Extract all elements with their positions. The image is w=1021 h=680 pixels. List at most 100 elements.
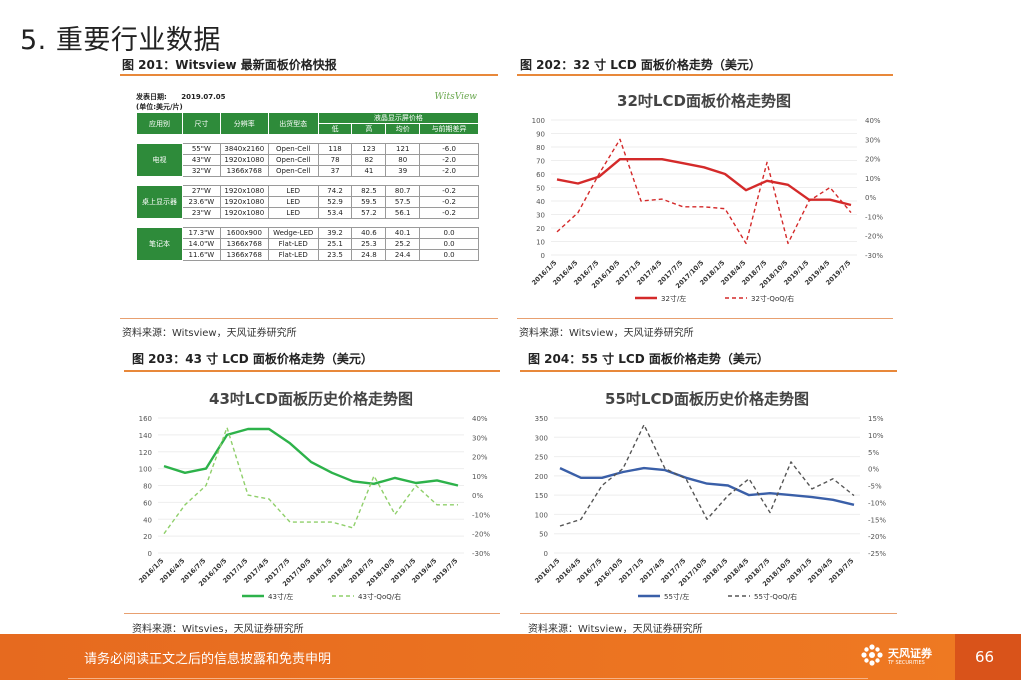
column-header: 高 — [351, 123, 387, 135]
page-number-box — [955, 634, 1021, 680]
chart-title: 55吋LCD面板历史价格走势图 — [605, 390, 809, 408]
divider — [68, 678, 868, 679]
y-tick-right: 10% — [868, 432, 884, 440]
legend-label: 43寸/左 — [268, 592, 293, 601]
table-cell: Open-Cell — [267, 154, 319, 166]
table-cell: 1600x900 — [219, 227, 269, 239]
table-cell: 55"W — [181, 143, 221, 155]
table-row: 笔记本 17.3"W 1600x900 Wedge-LED 39.2 40.6 40.1 0.… — [136, 227, 479, 261]
table-cell: 14.0"W — [181, 238, 221, 250]
brand-logo: 天风证券 TF SECURITIES — [860, 643, 950, 671]
table-cell: -0.2 — [419, 207, 479, 219]
table-cell: Flat-LED — [267, 238, 319, 250]
y-tick-left: 90 — [536, 131, 545, 139]
table-spacer — [136, 218, 479, 228]
table-cell: 25.1 — [317, 238, 353, 250]
page-title: 5. 重要行业数据 — [20, 25, 221, 56]
divider — [120, 318, 498, 319]
y-tick-right: -10% — [865, 213, 883, 221]
figure-201-heading: 图 201：Witsview 最新面板价格快报 — [122, 58, 337, 72]
y-tick-left: 20 — [536, 225, 545, 233]
series-line-price — [556, 157, 852, 207]
chart-55-inch: 55吋LCD面板历史价格走势图 0 50 100 150 200 250 300 350 -25%… — [520, 378, 896, 610]
y-tick-right: 5% — [868, 449, 879, 457]
y-tick-left: 140 — [139, 432, 152, 440]
table-row: 桌上显示器 27"W 1920x1080 LED 74.2 82.5 80.7 -0.2 — [136, 185, 479, 219]
disclaimer-link[interactable]: 请务必阅读正文之后的信息披露和免责申明 — [84, 652, 332, 667]
y-tick-right: -15% — [868, 516, 886, 524]
y-tick-left: 0 — [541, 252, 545, 260]
table-cell: 78 — [317, 154, 353, 166]
chart-32-inch: 32吋LCD面板价格走势图 0 10 20 30 40 50 60 70 80 90 100 -30% -… — [517, 80, 893, 312]
table-spacer — [136, 176, 479, 186]
flower-icon — [861, 644, 883, 666]
y-tick-left: 20 — [143, 533, 152, 541]
publish-date-value: 2019.07.05 — [181, 93, 226, 101]
y-tick-left: 160 — [139, 415, 152, 423]
series-line-price — [559, 466, 855, 506]
figure-204-heading: 图 204：55 寸 LCD 面板价格走势（美元） — [528, 352, 769, 366]
column-header: 分辨率 — [219, 112, 269, 135]
chart-svg: 55吋LCD面板历史价格走势图 0 50 100 150 200 250 300 350 -25%… — [533, 390, 886, 601]
table-cell: -0.2 — [419, 196, 479, 208]
y-tick-right: 40% — [472, 415, 488, 423]
legend-label: 32寸/左 — [661, 294, 686, 303]
table-header-row: 应用别 尺寸 分辨率 出货型态 液晶显示屏价格 — [136, 112, 480, 135]
y-tick-left: 0 — [544, 550, 548, 558]
y-tick-right: 0% — [865, 194, 876, 202]
table-row: 11.6"W 1366x768 Flat-LED 23.5 24.8 24.4 0.0 — [137, 249, 479, 261]
table-cell: 23"W — [181, 207, 221, 219]
table-cell: -6.0 — [419, 143, 479, 155]
table-cell: 41 — [351, 165, 387, 177]
table-cell: 59.5 — [351, 196, 387, 208]
y-tick-right: 20% — [472, 454, 488, 462]
y-tick-left: 70 — [536, 158, 545, 166]
table-cell: 57.5 — [385, 196, 421, 208]
figure-204-source: 资料来源：Witsview，天风证券研究所 — [528, 624, 703, 635]
y-tick-left: 50 — [539, 531, 548, 539]
table-cell: 40.6 — [351, 227, 387, 239]
y-tick-right: 40% — [865, 117, 881, 125]
table-cell: 57.2 — [351, 207, 387, 219]
table-cell: Open-Cell — [267, 165, 319, 177]
figure-203-source: 资料来源：Witsvies，天风证券研究所 — [132, 624, 304, 635]
table-row: 32"W 1366x768 Open-Cell 37 41 39 -2.0 — [137, 165, 479, 177]
y-tick-left: 60 — [143, 499, 152, 507]
table-cell: LED — [267, 185, 319, 197]
table-cell: 37 — [317, 165, 353, 177]
table-cell: 1920x1080 — [219, 185, 269, 197]
table-row: 电视 55"W 3840x2160 Open-Cell 118 123 121 -6.0 — [136, 143, 479, 177]
y-tick-right: 30% — [472, 434, 488, 442]
group-label: 笔记本 — [136, 227, 183, 261]
table-cell: 121 — [385, 143, 421, 155]
y-tick-right: -30% — [865, 252, 883, 260]
table-cell: 1366x768 — [219, 249, 269, 261]
y-tick-right: -5% — [868, 483, 882, 491]
table-row: 43"W 1920x1080 Open-Cell 78 82 80 -2.0 — [137, 154, 479, 166]
table-cell: 1366x768 — [219, 238, 269, 250]
table-row: 14.0"W 1366x768 Flat-LED 25.1 25.3 25.2 0.0 — [137, 238, 479, 250]
y-tick-left: 30 — [536, 212, 545, 220]
table-cell: 1920x1080 — [219, 196, 269, 208]
table-cell: 39 — [385, 165, 421, 177]
chart-svg: 32吋LCD面板价格走势图 0 10 20 30 40 50 60 70 80 90 100 -30% -… — [530, 92, 883, 303]
table-cell: 32"W — [181, 165, 221, 177]
table-cell: 82 — [351, 154, 387, 166]
table-cell: 25.2 — [385, 238, 421, 250]
divider — [517, 318, 893, 319]
y-tick-left: 80 — [536, 144, 545, 152]
table-cell: 11.6"W — [181, 249, 221, 261]
y-tick-left: 200 — [535, 473, 548, 481]
legend-label: 32寸-QoQ/右 — [751, 294, 794, 303]
y-tick-left: 40 — [143, 516, 152, 524]
y-tick-left: 300 — [535, 434, 548, 442]
y-tick-left: 100 — [535, 511, 548, 519]
y-tick-right: 30% — [865, 136, 881, 144]
divider — [124, 613, 500, 614]
chart-title: 43吋LCD面板历史价格走势图 — [209, 390, 413, 408]
table-cell: 123 — [351, 143, 387, 155]
y-tick-right: -10% — [868, 499, 886, 507]
table-cell: 118 — [317, 143, 353, 155]
y-tick-right: -20% — [865, 233, 883, 241]
table-cell: 80 — [385, 154, 421, 166]
